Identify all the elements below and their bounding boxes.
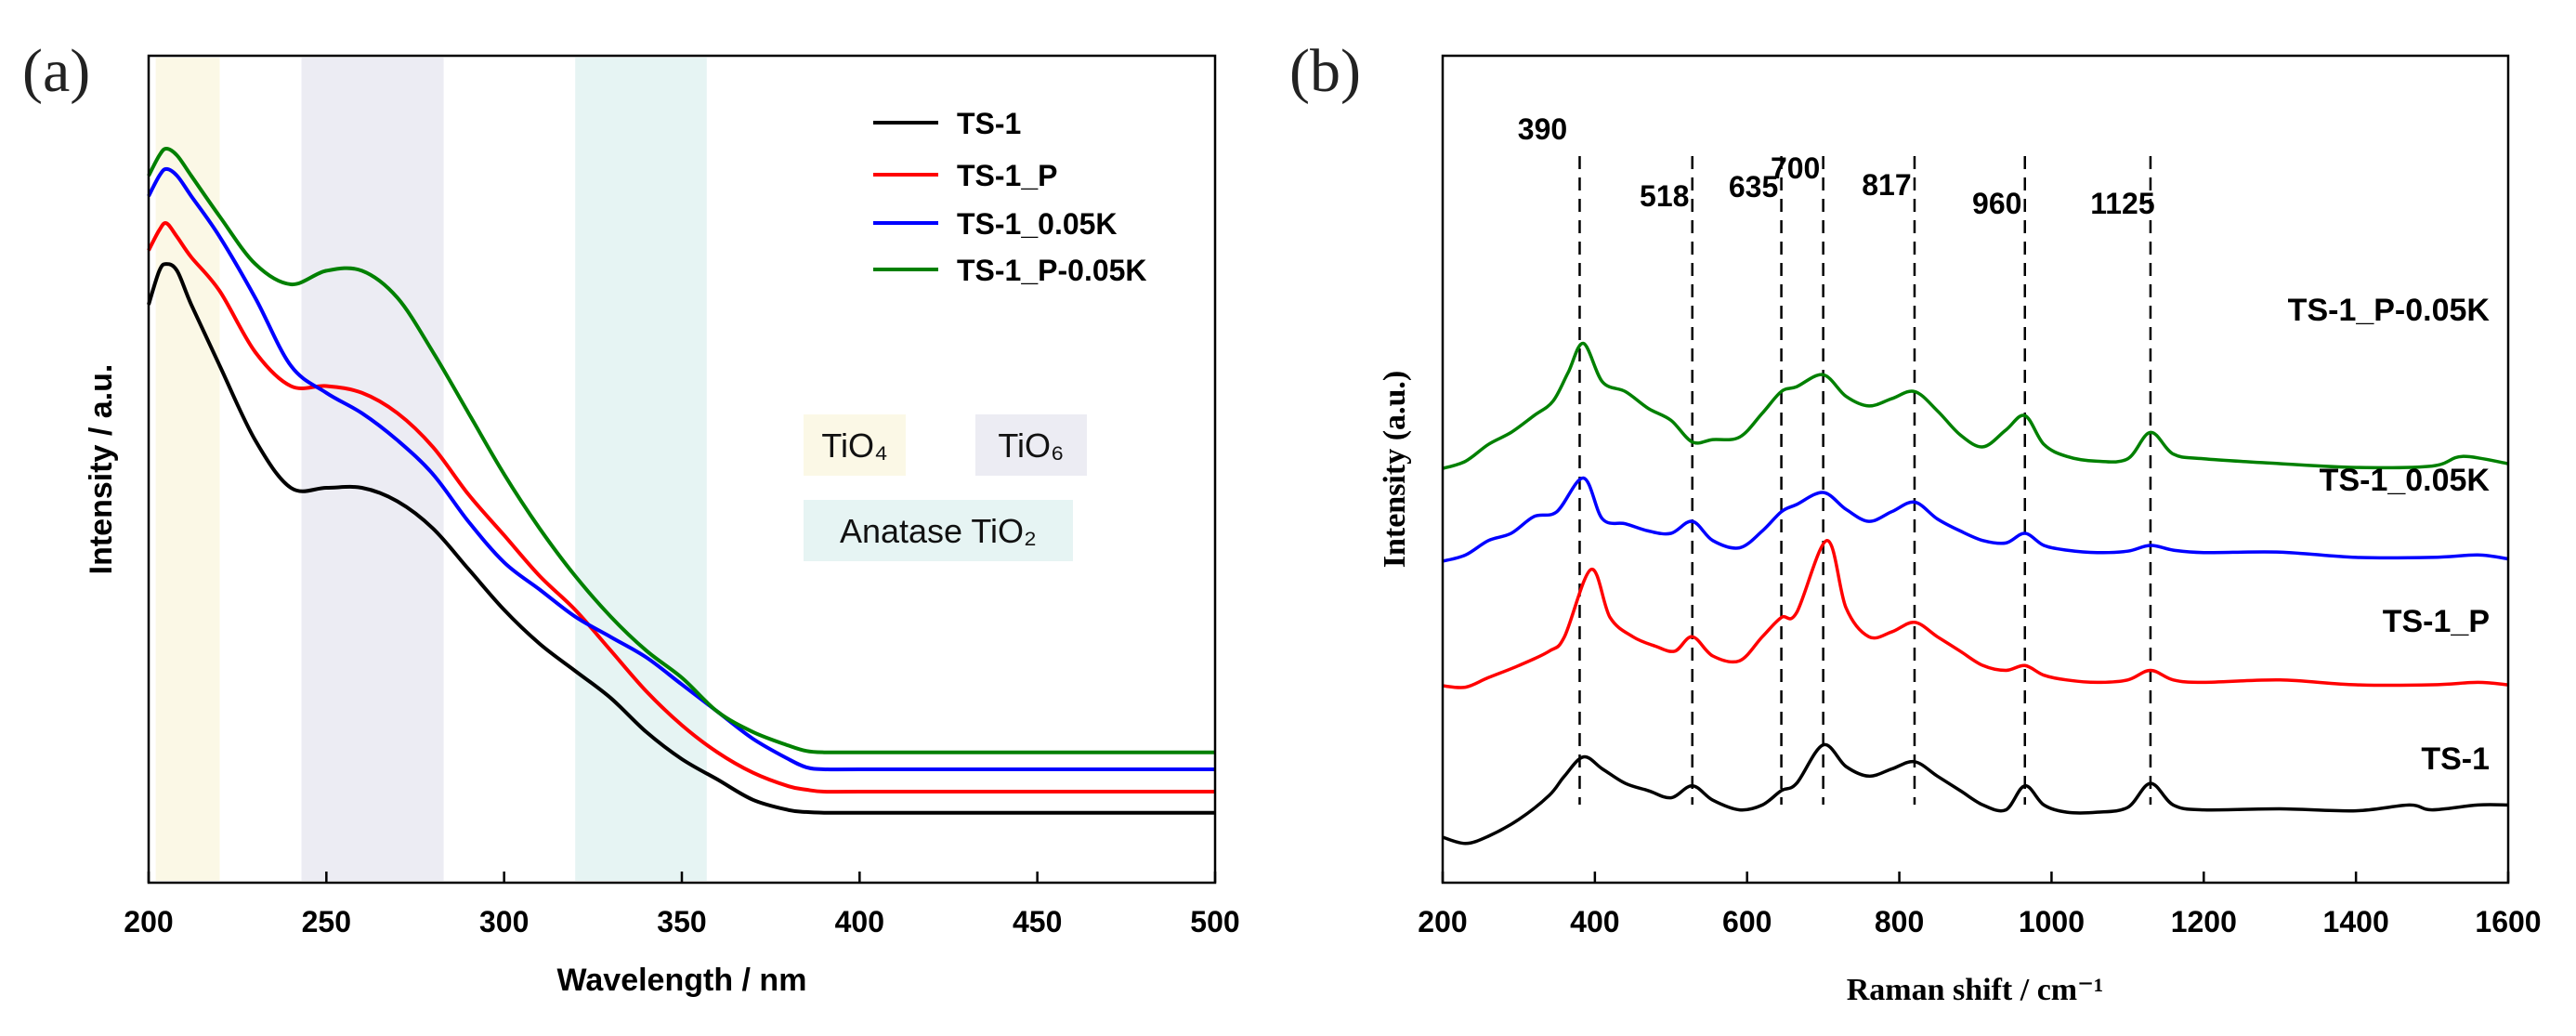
peak-label: 817 <box>1862 168 1911 202</box>
region-label-swatch <box>975 414 1087 476</box>
region-label-tio4: TiO₄ <box>804 414 906 476</box>
uvvis-panel: (a) 200 250 300 350 400 450 500 Wavelength / n… <box>22 37 1240 998</box>
series-line <box>147 166 1215 772</box>
x-tick-label: 250 <box>302 905 351 938</box>
y-axis-title-a: Intensity / a.u. <box>84 364 119 575</box>
series-line <box>1442 742 2509 846</box>
region-label-swatch <box>804 500 1073 561</box>
region-label-text: Anatase TiO₂ <box>840 512 1037 550</box>
legend-label: TS-1_P-0.05K <box>957 254 1147 287</box>
series-labels-b: TS-1_P-0.05K TS-1_0.05K TS-1_P TS-1 <box>2288 293 2491 777</box>
region-label-swatch <box>804 414 906 476</box>
series-label: TS-1_0.05K <box>2320 463 2491 498</box>
peak-label: 1125 <box>2090 187 2154 220</box>
series-line <box>1442 341 2509 470</box>
x-tick-label: 1000 <box>2019 905 2085 938</box>
region-label-tio6: TiO₆ <box>975 414 1087 476</box>
peak-label: 390 <box>1518 112 1567 146</box>
legend-entry: TS-1_0.05K <box>873 207 1118 241</box>
x-tick-label: 300 <box>479 905 529 938</box>
x-tick-label: 400 <box>1570 905 1619 938</box>
x-tick-label: 1600 <box>2475 905 2541 938</box>
x-axis-title-a: Wavelength / nm <box>557 963 807 998</box>
absorption-region-shades <box>155 58 707 881</box>
x-tick-label: 500 <box>1190 905 1239 938</box>
peak-label: 700 <box>1771 151 1820 185</box>
legend-label: TS-1 <box>957 107 1021 140</box>
series-line <box>1442 539 2509 689</box>
legend-entry: TS-1_P-0.05K <box>873 254 1147 287</box>
x-tick-label: 1400 <box>2323 905 2389 938</box>
x-tick-label: 400 <box>835 905 884 938</box>
shaded-region <box>575 58 707 881</box>
x-tick-label: 350 <box>657 905 706 938</box>
x-tick-label: 600 <box>1722 905 1772 938</box>
series-label: TS-1 <box>2421 741 2490 777</box>
region-label-anatase: Anatase TiO₂ <box>804 500 1073 561</box>
panel-label-a: (a) <box>22 37 90 105</box>
shaded-region <box>155 58 220 881</box>
x-axis-ticks-b: 200 400 600 800 1000 1200 1400 1600 <box>1418 872 2542 938</box>
x-tick-label: 800 <box>1875 905 1924 938</box>
series-line <box>1442 476 2509 563</box>
shaded-region <box>301 58 444 881</box>
series-line <box>147 221 1215 794</box>
y-axis-title-b: Intensity (a.u.) <box>1378 371 1412 569</box>
raman-series-lines <box>1442 341 2509 846</box>
uvvis-series-lines <box>147 147 1215 815</box>
x-tick-label: 450 <box>1013 905 1062 938</box>
region-label-text: TiO₆ <box>998 426 1064 465</box>
series-line <box>147 262 1215 815</box>
plot-frame-b <box>1441 54 2510 885</box>
panel-label-b: (b) <box>1289 37 1361 105</box>
legend-entry: TS-1_P <box>873 159 1057 192</box>
region-label-text: TiO₄ <box>821 426 887 465</box>
peak-label: 960 <box>1972 187 2021 220</box>
x-tick-label: 200 <box>124 905 173 938</box>
x-tick-label: 200 <box>1418 905 1467 938</box>
x-tick-label: 1200 <box>2171 905 2237 938</box>
series-line <box>147 147 1215 754</box>
x-axis-ticks-a: 200 250 300 350 400 450 500 <box>124 872 1240 938</box>
x-axis-title-b: Raman shift / cm⁻¹ <box>1847 973 2104 1007</box>
legend-a: TS-1 TS-1_P TS-1_0.05K TS-1_P-0.05K <box>873 107 1147 287</box>
legend-label: TS-1_0.05K <box>957 207 1118 241</box>
peak-label: 518 <box>1640 179 1689 213</box>
series-label: TS-1_P-0.05K <box>2288 293 2491 328</box>
peak-label: 635 <box>1729 170 1778 203</box>
legend-entry: TS-1 <box>873 107 1021 140</box>
series-label: TS-1_P <box>2383 604 2490 639</box>
legend-label: TS-1_P <box>957 159 1057 192</box>
